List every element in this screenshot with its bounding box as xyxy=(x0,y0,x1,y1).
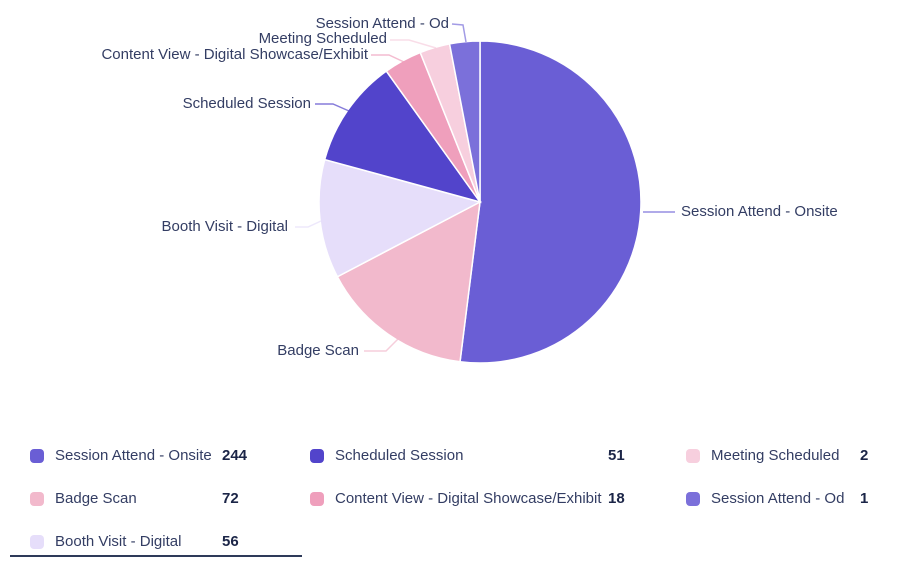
legend-item-meeting-scheduled[interactable]: Meeting Scheduled 2 xyxy=(686,448,890,464)
legend-item-session-attend-od[interactable]: Session Attend - Od 1 xyxy=(686,491,890,507)
legend-swatch-scheduled-session-icon xyxy=(310,449,324,463)
legend-column-1: Session Attend - Onsite 244 Badge Scan 7… xyxy=(30,448,270,577)
legend-value: 244 xyxy=(222,447,248,464)
legend-swatch-session-attend-onsite-icon xyxy=(30,449,44,463)
slice-callout-session-attend-onsite: Session Attend - Onsite xyxy=(681,203,838,220)
leader-line-badge-scan xyxy=(364,336,401,352)
pie-chart: Session Attend - Onsite Badge Scan Booth… xyxy=(101,15,838,364)
legend-swatch-meeting-scheduled-icon xyxy=(686,449,700,463)
legend-value: 51 xyxy=(608,447,625,464)
pie-slice-2[interactable] xyxy=(318,158,483,278)
pie-slices xyxy=(318,40,642,364)
legend-column-3: Meeting Scheduled 2 Session Attend - Od … xyxy=(686,448,890,534)
slice-callout-session-attend-od: Session Attend - Od xyxy=(315,15,449,32)
slice-callout-booth-visit-digital: Booth Visit - Digital xyxy=(161,218,288,235)
legend-item-content-view[interactable]: Content View - Digital Showcase/Exhibit … xyxy=(310,491,648,507)
pie-slice-0[interactable] xyxy=(459,40,642,364)
legend-label: Session Attend - Onsite xyxy=(55,448,212,464)
leader-line-session-attend-od xyxy=(451,23,467,43)
leader-line-scheduled-session xyxy=(315,103,350,112)
legend-value: 2 xyxy=(860,447,869,464)
legend-swatch-content-view-icon xyxy=(310,492,324,506)
legend-value: 56 xyxy=(222,533,239,550)
legend-value: 18 xyxy=(608,490,625,507)
legend-swatch-session-attend-od-icon xyxy=(686,492,700,506)
legend-label: Session Attend - Od xyxy=(711,491,845,507)
pie-slice-6[interactable] xyxy=(448,40,481,203)
legend-label: Content View - Digital Showcase/Exhibit xyxy=(335,491,602,507)
slice-callout-scheduled-session: Scheduled Session xyxy=(182,95,311,112)
legend-swatch-booth-visit-digital-icon xyxy=(30,535,44,549)
legend-item-scheduled-session[interactable]: Scheduled Session 51 xyxy=(310,448,648,464)
cropped-element-edge xyxy=(10,555,302,557)
legend-label: Scheduled Session xyxy=(335,448,464,464)
pie-slice-1[interactable] xyxy=(336,200,481,363)
slice-callout-content-view: Content View - Digital Showcase/Exhibit xyxy=(101,46,368,63)
leader-line-content-view xyxy=(371,54,405,63)
legend-item-badge-scan[interactable]: Badge Scan 72 xyxy=(30,491,270,507)
legend-item-session-attend-onsite[interactable]: Session Attend - Onsite 244 xyxy=(30,448,270,464)
leader-line-meeting-scheduled xyxy=(390,39,437,49)
pie-svg xyxy=(295,23,675,364)
legend-column-2: Scheduled Session 51 Content View - Digi… xyxy=(310,448,648,534)
slice-callout-meeting-scheduled: Meeting Scheduled xyxy=(258,30,387,47)
legend-value: 72 xyxy=(222,490,239,507)
legend-label: Badge Scan xyxy=(55,491,137,507)
slice-callout-badge-scan: Badge Scan xyxy=(277,342,359,359)
legend-swatch-badge-scan-icon xyxy=(30,492,44,506)
legend-label: Booth Visit - Digital xyxy=(55,534,182,550)
legend-label: Meeting Scheduled xyxy=(711,448,840,464)
legend-value: 1 xyxy=(860,490,869,507)
legend-item-booth-visit-digital[interactable]: Booth Visit - Digital 56 xyxy=(30,534,270,550)
leader-line-booth-visit-digital xyxy=(295,220,322,228)
